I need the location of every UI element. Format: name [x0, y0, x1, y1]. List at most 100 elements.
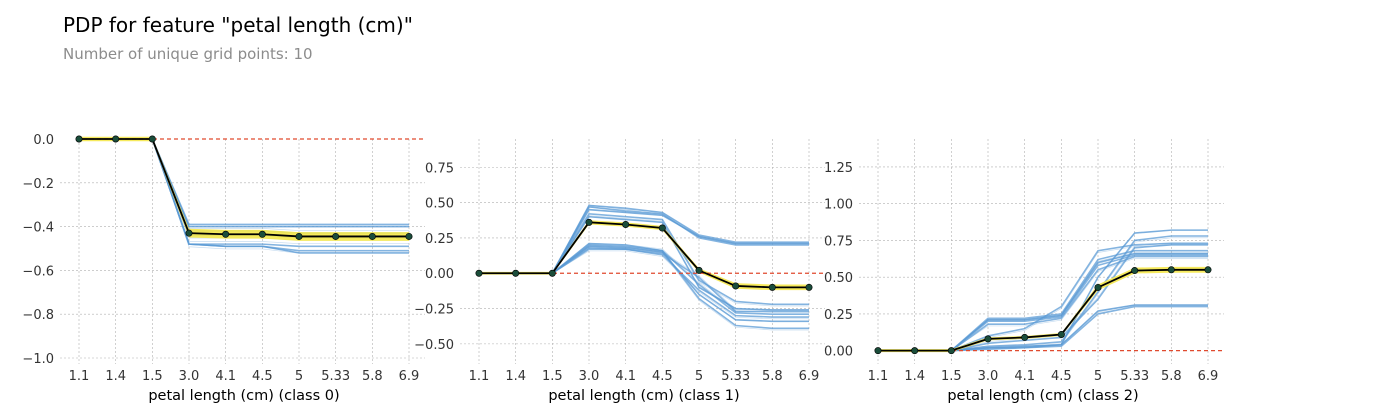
- average-pdp-point: [548, 269, 556, 277]
- average-pdp-point: [1131, 267, 1139, 275]
- y-tick-label: −0.50: [414, 338, 454, 353]
- y-tick-label: 0.50: [425, 197, 454, 212]
- page-subtitle: Number of unique grid points: 10: [63, 45, 313, 63]
- x-tick-label: 5: [1094, 369, 1102, 384]
- average-pdp-point: [1057, 330, 1065, 338]
- average-pdp-point: [258, 230, 266, 238]
- ice-line: [479, 216, 809, 311]
- y-tick-label: 0.00: [824, 345, 853, 360]
- x-tick-label: 1.5: [542, 369, 563, 384]
- y-tick-label: 0.25: [425, 232, 454, 247]
- ice-line: [79, 138, 409, 226]
- y-tick-label: 0.00: [425, 267, 454, 282]
- x-tick-label: 5.33: [1120, 369, 1149, 384]
- average-pdp-point: [622, 220, 630, 228]
- x-tick-label: 5.8: [762, 369, 783, 384]
- x-tick-label: 1.1: [469, 369, 490, 384]
- y-tick-label: 0.50: [824, 271, 853, 286]
- ice-line: [479, 206, 809, 274]
- x-tick-label: 3.0: [179, 369, 200, 384]
- y-tick-label: −0.25: [414, 303, 454, 318]
- x-tick-label: 4.5: [1051, 369, 1072, 384]
- x-axis-title: petal length (cm) (class 1): [548, 388, 739, 404]
- average-pdp-point: [512, 269, 520, 277]
- x-tick-label: 5.33: [321, 369, 350, 384]
- ice-line: [479, 246, 809, 313]
- x-tick-label: 3.0: [978, 369, 999, 384]
- average-pdp-point: [984, 335, 992, 343]
- confidence-band: [479, 220, 809, 291]
- average-pdp-line: [878, 268, 1208, 352]
- average-pdp-point: [112, 135, 120, 143]
- average-pdp-point: [732, 282, 740, 290]
- y-tick-label: 1.00: [824, 198, 853, 213]
- ice-line: [79, 138, 409, 231]
- x-tick-label: 5.8: [362, 369, 383, 384]
- average-pdp-point: [475, 269, 483, 277]
- average-pdp-point: [874, 347, 882, 355]
- average-pdp-point: [295, 232, 303, 240]
- average-pdp-point: [1021, 333, 1029, 341]
- x-tick-label: 6.9: [399, 369, 420, 384]
- ice-line: [79, 138, 409, 239]
- x-tick-label: 4.5: [652, 369, 673, 384]
- x-axis-title: petal length (cm) (class 2): [947, 388, 1138, 404]
- ice-line: [479, 245, 809, 311]
- y-tick-label: −0.8: [22, 308, 54, 323]
- y-tick-label: −0.4: [22, 221, 54, 236]
- average-pdp-point: [911, 347, 919, 355]
- ice-line: [479, 204, 809, 274]
- x-tick-label: 1.4: [505, 369, 526, 384]
- ice-line: [878, 229, 1208, 352]
- average-pdp-point: [185, 229, 193, 237]
- ice-line: [878, 229, 1208, 352]
- y-tick-label: 0.75: [425, 161, 454, 176]
- confidence-band: [79, 136, 409, 241]
- x-tick-label: 5: [295, 369, 303, 384]
- average-pdp-point: [695, 266, 703, 274]
- x-tick-label: 4.1: [1014, 369, 1035, 384]
- ice-line: [479, 248, 809, 318]
- ice-line: [79, 138, 409, 234]
- x-tick-label: 5: [695, 369, 703, 384]
- y-tick-label: 0.75: [824, 234, 853, 249]
- ice-line: [479, 215, 809, 307]
- average-pdp-point: [368, 232, 376, 240]
- x-tick-label: 1.4: [904, 369, 925, 384]
- average-pdp-point: [405, 232, 413, 240]
- x-tick-label: 1.5: [142, 369, 163, 384]
- average-pdp-point: [75, 135, 83, 143]
- y-tick-label: −0.6: [22, 264, 54, 279]
- ice-line: [79, 138, 409, 245]
- ice-line: [479, 204, 809, 275]
- x-tick-label: 6.9: [799, 369, 820, 384]
- y-tick-label: 0.25: [824, 308, 853, 323]
- average-pdp-line: [479, 221, 809, 289]
- x-tick-label: 4.1: [215, 369, 236, 384]
- x-tick-label: 5.33: [721, 369, 750, 384]
- y-tick-label: −1.0: [22, 352, 54, 367]
- chart-panel-0: 0.0 −0.2 −0.4 −0.6 −0.8 −1.0 1.1 1.4 1.5 3.0 4.1 4.…: [22, 133, 425, 404]
- average-pdp-point: [148, 135, 156, 143]
- chart-panel-2: 1.25 1.00 0.75 0.50 0.25 0.00 1.1 1.4 1.5 3.0 4.1 4…: [824, 139, 1224, 404]
- x-tick-label: 4.1: [615, 369, 636, 384]
- x-tick-label: 1.1: [69, 369, 90, 384]
- x-tick-label: 1.4: [105, 369, 126, 384]
- y-tick-label: −0.2: [22, 177, 54, 192]
- average-pdp-point: [947, 347, 955, 355]
- x-tick-label: 6.9: [1198, 369, 1219, 384]
- average-pdp-point: [1204, 266, 1212, 274]
- x-tick-label: 1.5: [941, 369, 962, 384]
- x-tick-label: 3.0: [579, 369, 600, 384]
- average-pdp-point: [768, 283, 776, 291]
- average-pdp-point: [222, 230, 230, 238]
- average-pdp-point: [332, 232, 340, 240]
- average-pdp-line: [79, 138, 409, 238]
- y-tick-label: 0.0: [33, 133, 54, 148]
- x-tick-label: 4.5: [252, 369, 273, 384]
- average-pdp-point: [658, 224, 666, 232]
- y-tick-label: 1.25: [824, 161, 853, 176]
- ice-line: [479, 215, 809, 311]
- average-pdp-point: [805, 283, 813, 291]
- x-tick-label: 1.1: [868, 369, 889, 384]
